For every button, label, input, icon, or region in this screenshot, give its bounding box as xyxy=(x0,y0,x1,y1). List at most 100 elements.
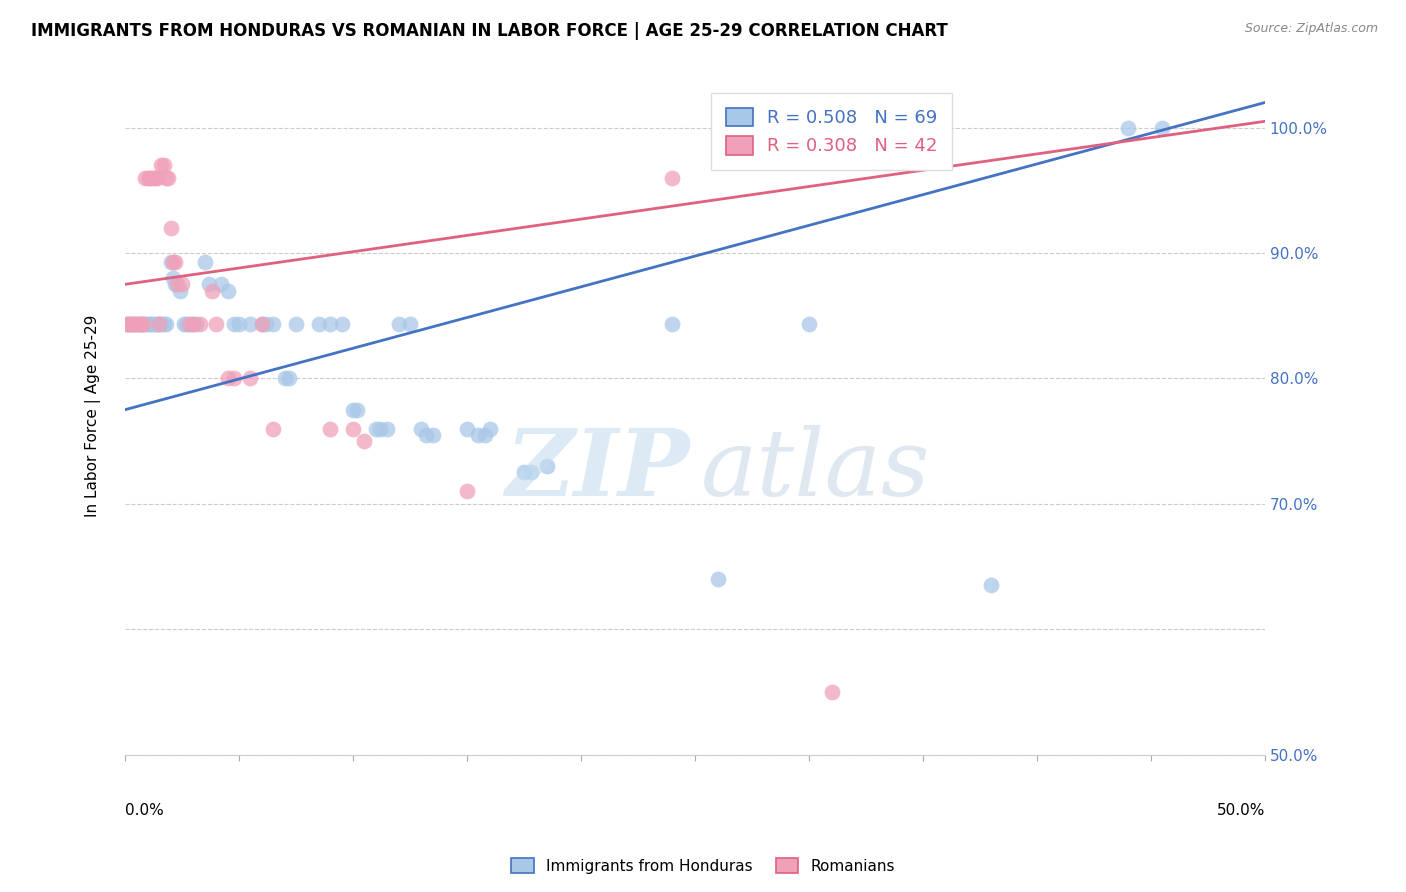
Legend: R = 0.508   N = 69, R = 0.308   N = 42: R = 0.508 N = 69, R = 0.308 N = 42 xyxy=(711,94,952,169)
Point xyxy=(136,318,159,332)
Point xyxy=(224,318,246,332)
Point xyxy=(146,170,169,185)
Point xyxy=(132,318,155,332)
Point xyxy=(513,466,536,480)
Point xyxy=(217,284,239,298)
Point xyxy=(155,318,177,332)
Text: Source: ZipAtlas.com: Source: ZipAtlas.com xyxy=(1244,22,1378,36)
Point xyxy=(121,318,143,332)
Point xyxy=(157,170,180,185)
Point xyxy=(228,318,250,332)
Point xyxy=(132,318,155,332)
Point xyxy=(262,421,284,435)
Point xyxy=(139,170,162,185)
Point xyxy=(467,427,489,442)
Point xyxy=(200,284,222,298)
Point xyxy=(1152,120,1174,135)
Point xyxy=(150,158,173,172)
Point xyxy=(198,277,221,292)
Point xyxy=(155,170,177,185)
Y-axis label: In Labor Force | Age 25-29: In Labor Force | Age 25-29 xyxy=(86,315,101,517)
Point xyxy=(146,318,169,332)
Point xyxy=(118,318,141,332)
Point xyxy=(250,318,273,332)
Point xyxy=(319,421,342,435)
Point xyxy=(181,318,204,332)
Point xyxy=(129,318,152,332)
Point xyxy=(224,371,246,385)
Point xyxy=(474,427,496,442)
Point xyxy=(129,318,152,332)
Point xyxy=(661,318,683,332)
Point xyxy=(478,421,501,435)
Point xyxy=(387,318,409,332)
Point xyxy=(250,318,273,332)
Point xyxy=(519,466,541,480)
Point xyxy=(399,318,422,332)
Point xyxy=(162,271,184,285)
Point xyxy=(165,277,187,292)
Point xyxy=(177,318,200,332)
Point xyxy=(284,318,307,332)
Point xyxy=(169,284,191,298)
Point xyxy=(706,572,728,586)
Point xyxy=(342,402,364,417)
Point xyxy=(205,318,228,332)
Point xyxy=(536,459,558,474)
Text: IMMIGRANTS FROM HONDURAS VS ROMANIAN IN LABOR FORCE | AGE 25-29 CORRELATION CHAR: IMMIGRANTS FROM HONDURAS VS ROMANIAN IN … xyxy=(31,22,948,40)
Point xyxy=(128,318,150,332)
Point xyxy=(346,402,368,417)
Point xyxy=(122,318,145,332)
Point xyxy=(121,318,143,332)
Point xyxy=(364,421,387,435)
Point xyxy=(239,371,262,385)
Point xyxy=(330,318,353,332)
Point xyxy=(122,318,145,332)
Point xyxy=(278,371,301,385)
Point xyxy=(177,318,200,332)
Point xyxy=(152,318,174,332)
Point xyxy=(152,158,174,172)
Point xyxy=(821,685,844,699)
Point xyxy=(375,421,398,435)
Legend: Immigrants from Honduras, Romanians: Immigrants from Honduras, Romanians xyxy=(505,852,901,880)
Point xyxy=(134,170,156,185)
Point xyxy=(422,427,444,442)
Point xyxy=(134,318,156,332)
Point xyxy=(368,421,391,435)
Text: atlas: atlas xyxy=(700,425,931,516)
Point xyxy=(115,318,138,332)
Point xyxy=(194,254,217,268)
Point xyxy=(170,277,193,292)
Point xyxy=(150,318,173,332)
Text: ZIP: ZIP xyxy=(505,425,689,516)
Point xyxy=(254,318,277,332)
Point xyxy=(411,421,433,435)
Point xyxy=(661,170,683,185)
Point xyxy=(1116,120,1139,135)
Point xyxy=(239,318,262,332)
Point xyxy=(148,318,170,332)
Point xyxy=(184,318,207,332)
Point xyxy=(141,170,163,185)
Point xyxy=(342,421,364,435)
Point xyxy=(415,427,437,442)
Point xyxy=(176,318,198,332)
Point xyxy=(143,318,166,332)
Point xyxy=(162,254,184,268)
Point xyxy=(148,318,170,332)
Text: 50.0%: 50.0% xyxy=(1216,804,1265,818)
Point xyxy=(143,170,166,185)
Point xyxy=(139,318,162,332)
Point xyxy=(165,254,187,268)
Point xyxy=(217,371,239,385)
Point xyxy=(125,318,148,332)
Point xyxy=(797,318,820,332)
Point xyxy=(159,221,181,235)
Point xyxy=(980,578,1002,592)
Point xyxy=(209,277,232,292)
Point xyxy=(456,484,478,499)
Point xyxy=(262,318,284,332)
Point xyxy=(118,318,141,332)
Point xyxy=(308,318,330,332)
